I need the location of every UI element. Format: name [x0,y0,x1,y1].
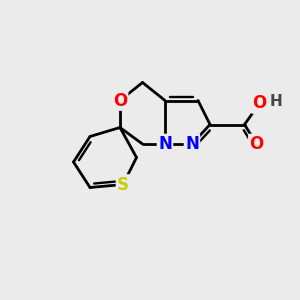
Text: N: N [158,135,172,153]
Text: O: O [249,135,264,153]
Text: O: O [252,94,267,112]
Text: H: H [270,94,282,110]
Text: O: O [113,92,127,110]
Text: N: N [185,135,199,153]
Text: S: S [117,176,129,194]
